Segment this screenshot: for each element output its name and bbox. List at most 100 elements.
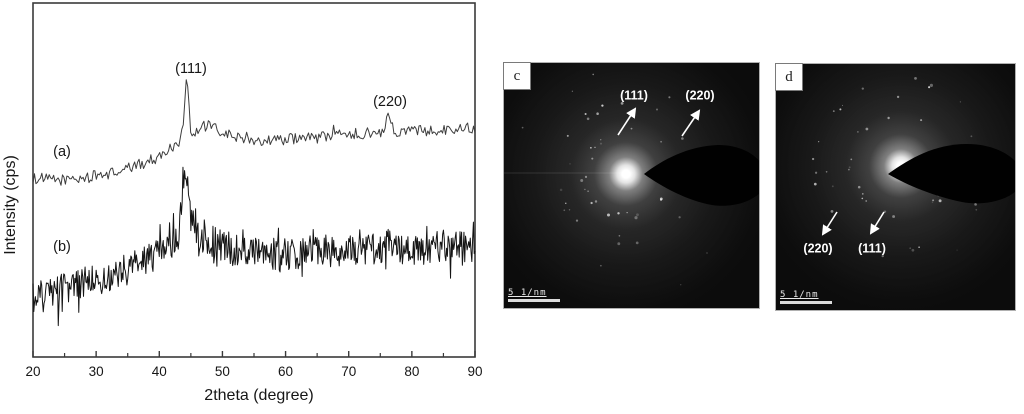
diffraction-spot <box>928 86 931 89</box>
diffraction-spot <box>811 157 815 161</box>
diffraction-spot <box>883 210 887 213</box>
ring-label-220: (220) <box>685 88 714 102</box>
diffraction-spot <box>584 175 588 178</box>
diffraction-spot <box>896 95 900 99</box>
ring-label-111: (111) <box>620 88 648 102</box>
diffraction-spot <box>678 216 681 219</box>
annotation-arrow <box>821 211 838 236</box>
diffraction-spot <box>590 201 593 205</box>
diffraction-spot <box>559 188 563 192</box>
diffraction-spot <box>580 179 584 182</box>
diffraction-spot <box>938 199 942 203</box>
diffraction-spot <box>634 216 638 220</box>
diffraction-spot <box>920 119 923 122</box>
diffraction-spot <box>594 200 598 203</box>
saed-overlay-d: (220) (111) <box>803 77 1015 258</box>
diffraction-spot <box>668 96 671 99</box>
diffraction-spot <box>584 188 586 191</box>
diffraction-spot <box>706 252 708 254</box>
diffraction-spot <box>911 248 915 252</box>
diffraction-spot <box>850 158 853 161</box>
x-axis-tick-label: 60 <box>278 364 293 379</box>
diffraction-spot <box>956 249 958 251</box>
trace-label-a: (a) <box>53 144 71 160</box>
diffraction-spot <box>606 213 611 217</box>
diffraction-spot <box>600 139 602 141</box>
diffraction-spot <box>892 215 896 218</box>
diffraction-spot <box>584 112 587 116</box>
x-axis-tick-label: 80 <box>404 364 419 379</box>
panel-label-box-d: d <box>775 63 803 91</box>
scale-bar-d: 5 1/nm <box>780 290 832 304</box>
diffraction-spot <box>626 212 628 214</box>
diffraction-spot <box>591 157 594 160</box>
annotation-arrow <box>681 109 701 137</box>
diffraction-spot <box>861 197 864 200</box>
peak-label-111: (111) <box>175 61 207 77</box>
scale-bar-line-d <box>780 301 832 304</box>
diffraction-spot <box>831 185 834 188</box>
diffraction-spot <box>636 213 639 217</box>
diffraction-spot <box>566 134 569 137</box>
diffraction-spot <box>814 171 818 174</box>
x-axis-tick-label: 70 <box>341 364 356 379</box>
diffraction-spot <box>848 168 850 171</box>
diffraction-spot <box>839 108 842 111</box>
plot-frame <box>32 2 476 358</box>
xrd-trace-b <box>32 166 476 327</box>
diffraction-spot <box>681 137 684 140</box>
y-axis-title: Intensity (cps) <box>2 155 19 255</box>
diffraction-spot <box>596 112 599 115</box>
diffraction-spot <box>865 127 869 131</box>
diffraction-spot <box>594 146 596 148</box>
diffraction-spot <box>857 131 859 133</box>
ring-label-220: (220) <box>803 241 832 255</box>
xrd-plot-svg: 20 30 40 50 60 70 80 90 2theta (degree) Intensity… <box>2 2 483 404</box>
diffraction-spot <box>865 200 868 202</box>
diffraction-spot <box>590 147 592 149</box>
diffraction-spot <box>571 90 574 92</box>
diffraction-spot <box>600 264 602 267</box>
diffraction-spot <box>830 210 834 213</box>
saed-panel-c: c 5 1/nm (111) (220) <box>503 62 760 309</box>
diffraction-spot <box>887 116 890 120</box>
scale-bar-text-c: 5 1/nm <box>508 288 547 298</box>
diffraction-spot <box>909 247 911 249</box>
diffraction-spot <box>914 77 917 80</box>
diffraction-spot <box>974 203 977 206</box>
diffraction-spot <box>841 104 844 106</box>
annotation-arrow <box>617 107 637 136</box>
diffraction-spot <box>974 203 976 205</box>
diffraction-spot <box>565 202 567 204</box>
annotation-arrow <box>869 211 885 235</box>
diffraction-spot <box>521 126 524 129</box>
diffraction-spot <box>932 199 935 202</box>
xrd-chart: 20 30 40 50 60 70 80 90 2theta (degree) Intensity… <box>0 0 500 409</box>
peak-label-220: (220) <box>373 94 407 110</box>
diffraction-spot <box>656 108 658 111</box>
beam-stopper <box>888 144 1015 204</box>
diffraction-spot <box>881 254 884 258</box>
diffraction-spot <box>959 101 962 103</box>
diffraction-spot <box>599 142 603 145</box>
diffraction-spot <box>861 193 864 195</box>
diffraction-spot <box>975 208 978 211</box>
diffraction-spot <box>563 209 566 212</box>
beam-stopper <box>644 145 759 206</box>
diffraction-spot <box>929 83 933 87</box>
x-axis-tick-label: 30 <box>89 364 104 379</box>
diffraction-spot <box>586 117 590 121</box>
diffraction-spot <box>568 209 571 211</box>
diffraction-spot <box>931 201 934 203</box>
diffraction-spot <box>861 87 864 90</box>
x-axis-tick-label: 20 <box>25 364 40 379</box>
diffraction-spot <box>832 110 835 112</box>
diffraction-spot <box>857 185 861 189</box>
saed-panel-d: d 5 1/nm (220) (111) <box>775 63 1016 311</box>
panel-label-box-c: c <box>503 62 531 90</box>
diffraction-spot <box>601 104 604 107</box>
diffraction-spot <box>660 140 662 143</box>
diffraction-spot <box>617 242 621 246</box>
scale-bar-line-c <box>508 299 560 302</box>
diffraction-spot <box>848 166 851 169</box>
